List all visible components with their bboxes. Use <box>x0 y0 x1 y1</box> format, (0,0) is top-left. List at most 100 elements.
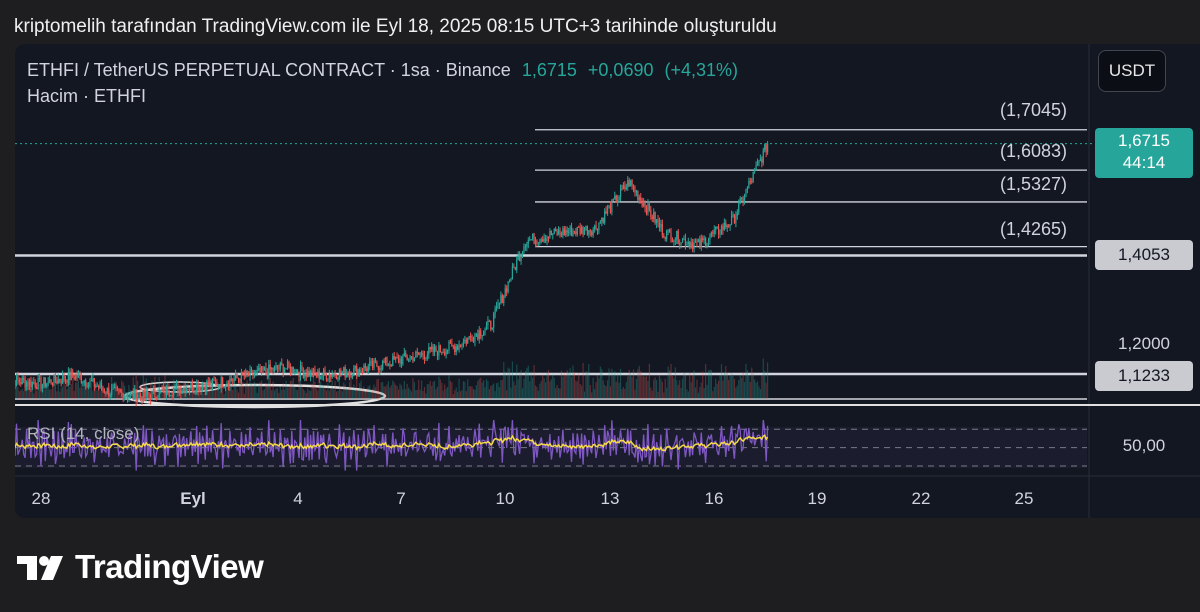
volume-bar <box>260 380 263 399</box>
candle <box>285 368 287 370</box>
volume-bar <box>142 374 144 399</box>
candle <box>286 361 289 369</box>
volume-bar <box>207 379 209 399</box>
volume-bar <box>615 381 617 399</box>
volume-bar <box>249 381 251 399</box>
chart-panel[interactable]: ETHFI / TetherUS PERPETUAL CONTRACT · 1s… <box>15 44 1200 518</box>
volume-bar <box>467 379 469 399</box>
candle <box>197 384 199 391</box>
candle <box>209 381 211 386</box>
candle <box>624 185 626 189</box>
candle <box>28 380 31 386</box>
volume-bar <box>164 375 166 399</box>
candle <box>151 391 153 400</box>
time-tick-19: 19 <box>807 489 827 508</box>
volume-bar <box>237 392 240 399</box>
candle <box>667 229 669 231</box>
candle <box>315 373 317 377</box>
candle <box>307 371 309 377</box>
candle <box>510 278 512 282</box>
volume-bar <box>295 389 297 399</box>
volume-bar <box>187 382 189 399</box>
price-chart[interactable] <box>15 44 1200 518</box>
candle <box>100 383 103 389</box>
candle <box>409 356 411 360</box>
volume-bar <box>361 389 364 399</box>
volume-bar <box>653 379 655 399</box>
candle <box>686 244 688 246</box>
volume-bar <box>338 376 341 399</box>
volume-bar <box>87 386 90 399</box>
candle <box>92 378 94 382</box>
candle <box>465 339 467 344</box>
volume-bar <box>690 382 692 399</box>
volume-bar <box>468 386 470 399</box>
volume-bar <box>591 392 593 399</box>
volume-bar <box>17 386 19 399</box>
candle <box>397 357 400 363</box>
volume-bar <box>609 386 612 399</box>
candle <box>654 212 656 224</box>
volume-bar <box>363 386 365 399</box>
symbol-legend[interactable]: ETHFI / TetherUS PERPETUAL CONTRACT · 1s… <box>27 60 744 81</box>
candle <box>298 372 300 377</box>
candle <box>331 374 333 378</box>
candle <box>556 231 558 236</box>
volume-bar <box>321 384 323 399</box>
candle <box>76 374 78 378</box>
candle <box>614 195 616 200</box>
candle <box>390 364 392 367</box>
candle <box>297 369 299 373</box>
candle <box>657 219 659 223</box>
candle <box>514 267 516 270</box>
candle <box>532 233 534 240</box>
candle <box>69 371 71 381</box>
currency-button[interactable]: USDT <box>1098 50 1166 92</box>
candle <box>338 369 341 379</box>
candle <box>89 380 91 383</box>
candle <box>392 356 394 367</box>
candle <box>309 370 312 377</box>
volume-bar <box>262 390 264 399</box>
volume-bar <box>421 380 423 399</box>
volume-bar <box>272 381 274 399</box>
candle <box>433 346 436 353</box>
candle <box>679 243 681 245</box>
volume-bar <box>330 388 332 399</box>
candle <box>128 395 130 398</box>
candle <box>524 246 526 248</box>
volume-bar <box>307 388 309 399</box>
tradingview-logo-icon <box>17 556 63 580</box>
volume-bar <box>566 370 568 399</box>
candle <box>282 364 284 373</box>
candle <box>260 366 263 373</box>
volume-bar <box>206 384 208 399</box>
volume-bar <box>481 382 483 399</box>
candle <box>106 387 108 394</box>
candle <box>493 313 495 328</box>
volume-bar <box>560 370 563 399</box>
candle <box>44 377 46 387</box>
volume-legend[interactable]: Hacim · ETHFI <box>27 86 146 106</box>
candle <box>171 395 173 397</box>
candle <box>75 374 77 380</box>
volume-bar <box>50 389 52 399</box>
volume-bar <box>442 390 444 399</box>
candle <box>79 373 81 376</box>
volume-bar <box>246 380 248 399</box>
volume-bar <box>325 390 328 399</box>
candle <box>219 384 221 388</box>
volume-bar <box>28 381 31 399</box>
volume-bar <box>455 387 457 399</box>
candle <box>148 394 150 396</box>
candle <box>482 331 485 336</box>
candle <box>668 229 671 233</box>
volume-bar <box>425 393 427 399</box>
volume-bar <box>31 377 33 399</box>
volume-bar <box>350 378 352 399</box>
volume-bar <box>426 384 428 399</box>
candle <box>628 180 630 187</box>
rsi-legend[interactable]: RSI (14, close) <box>27 424 140 443</box>
candle <box>696 241 698 243</box>
candle <box>673 240 675 242</box>
